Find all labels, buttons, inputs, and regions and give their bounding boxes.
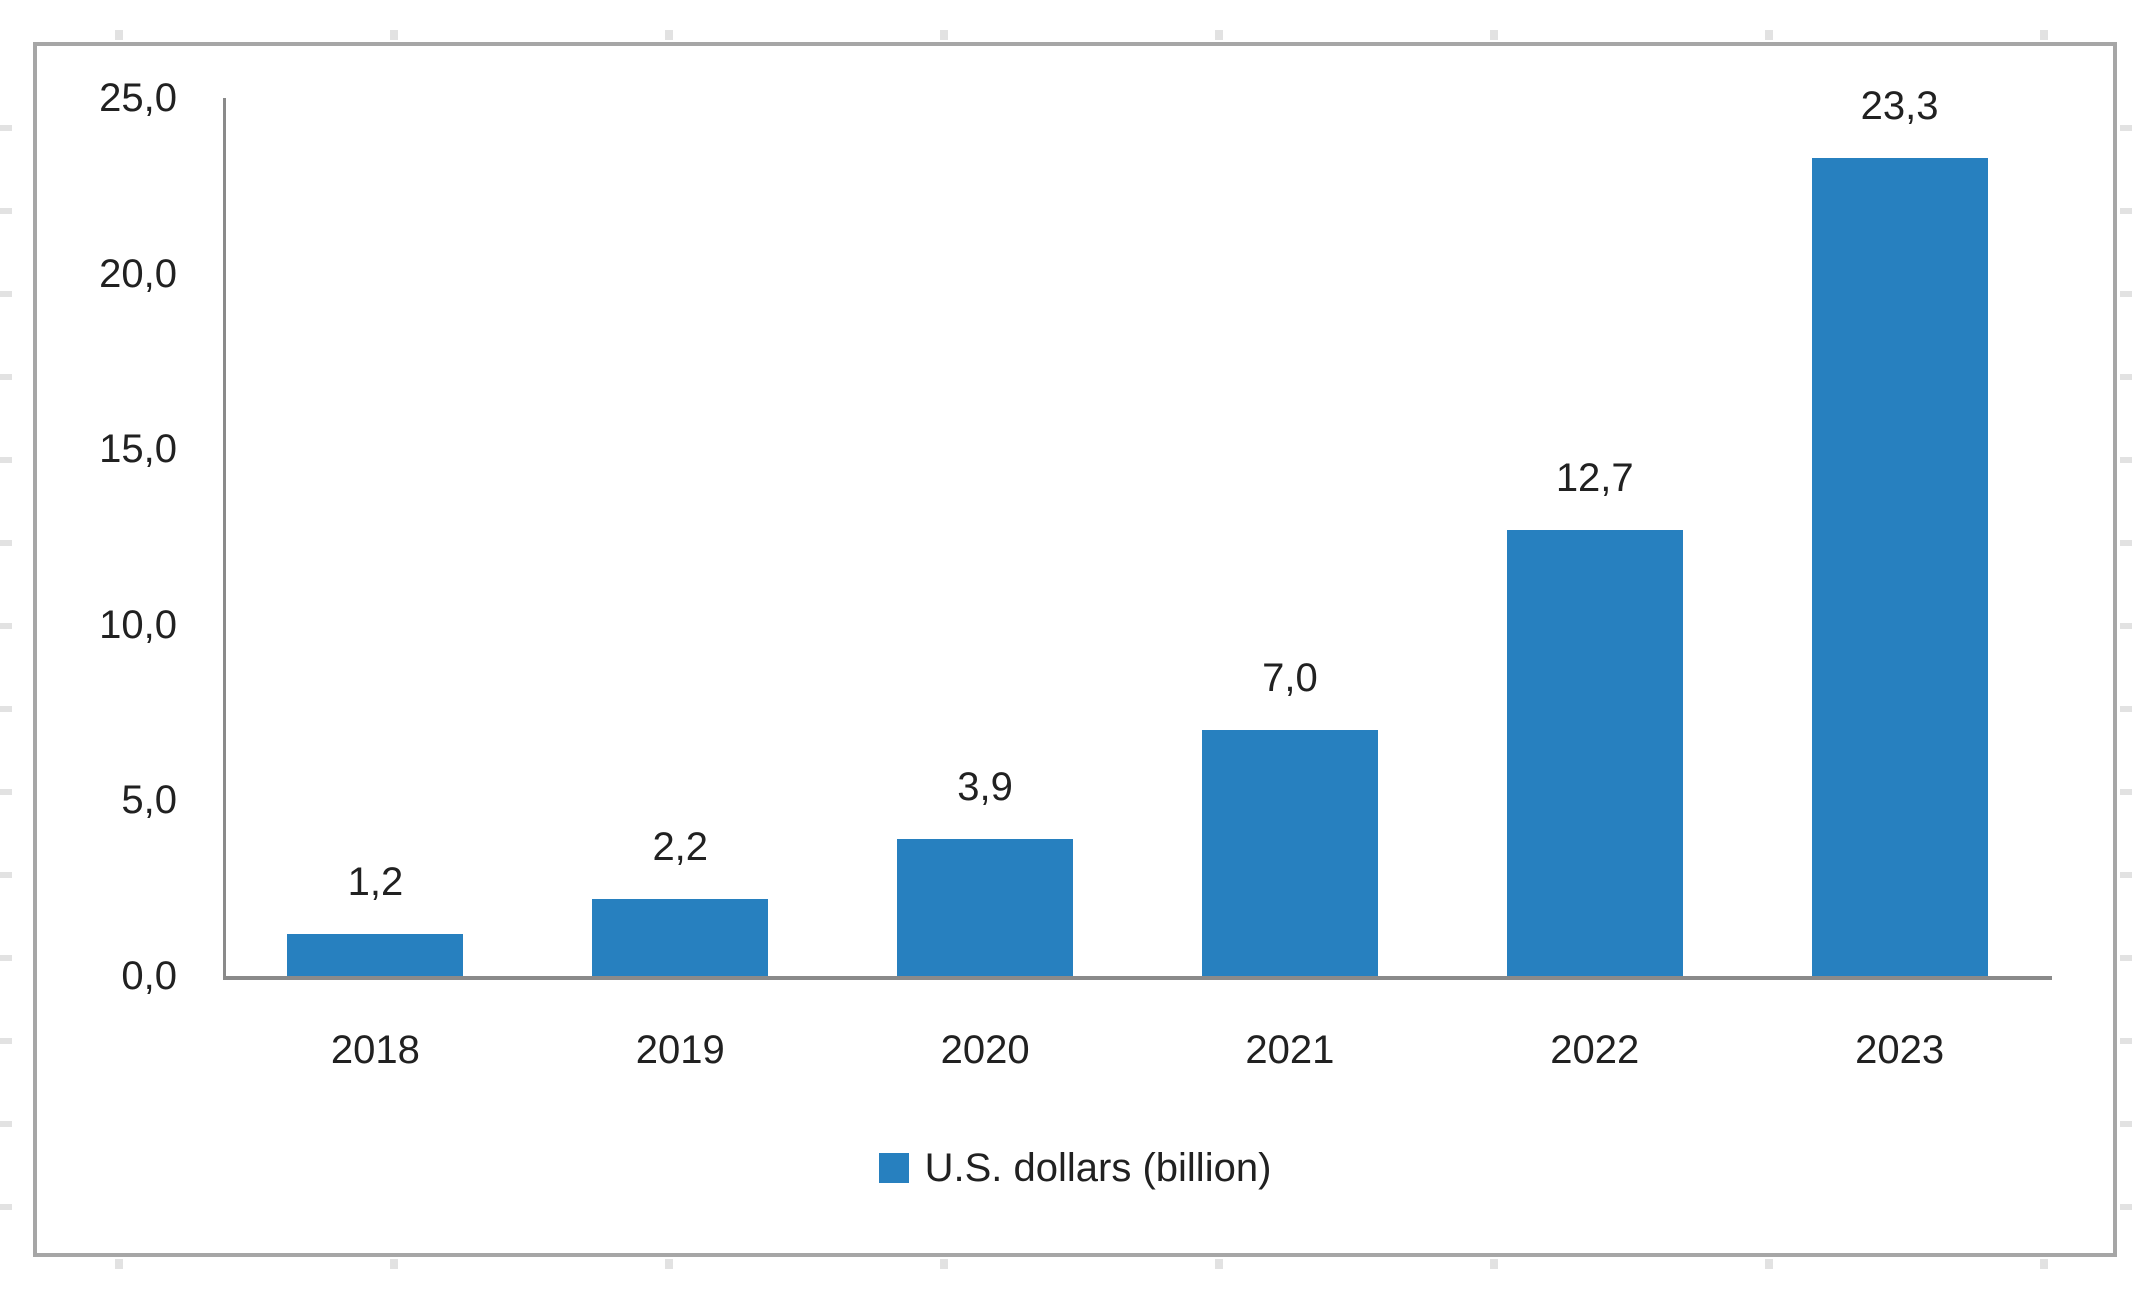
- grid-mark: [2120, 1204, 2132, 1210]
- legend: U.S. dollars (billion): [37, 1144, 2113, 1192]
- grid-mark: [2120, 1038, 2132, 1044]
- x-tick-label: 2023: [1855, 1028, 1945, 1072]
- x-tick-label: 2019: [635, 1028, 725, 1072]
- bar: [592, 898, 769, 976]
- grid-mark: [1215, 30, 1223, 40]
- grid-mark: [0, 374, 12, 380]
- bar: [1506, 529, 1683, 976]
- grid-mark: [2040, 1259, 2048, 1269]
- x-tick-label: 2020: [940, 1028, 1030, 1072]
- grid-mark: [0, 1038, 12, 1044]
- grid-mark: [2120, 706, 2132, 712]
- grid-mark: [1490, 1259, 1498, 1269]
- bar-value-label: 12,7: [1555, 455, 1634, 500]
- grid-mark: [0, 706, 12, 712]
- y-tick-label: 15,0: [99, 427, 177, 472]
- grid-mark: [2040, 30, 2048, 40]
- grid-mark: [0, 291, 12, 297]
- grid-mark: [2120, 291, 2132, 297]
- grid-mark: [940, 30, 948, 40]
- grid-mark: [0, 789, 12, 795]
- bar: [287, 933, 464, 976]
- grid-mark: [115, 30, 123, 40]
- grid-mark: [940, 1259, 948, 1269]
- x-tick-label: 2021: [1245, 1028, 1335, 1072]
- grid-mark: [0, 623, 12, 629]
- grid-mark: [115, 1259, 123, 1269]
- y-tick-label: 20,0: [99, 251, 177, 296]
- bar: [897, 839, 1074, 976]
- x-tick-label: 2022: [1550, 1028, 1640, 1072]
- grid-mark: [0, 457, 12, 463]
- grid-mark: [0, 872, 12, 878]
- grid-mark: [0, 955, 12, 961]
- grid-mark: [1765, 1259, 1773, 1269]
- grid-mark: [2120, 374, 2132, 380]
- bar-value-label: 23,3: [1860, 83, 1939, 128]
- grid-mark: [2120, 1121, 2132, 1127]
- bar: [1811, 157, 1988, 976]
- legend-swatch-icon: [878, 1153, 909, 1183]
- y-tick-label: 25,0: [99, 76, 177, 120]
- bar-value-label: 3,9: [957, 765, 1013, 810]
- y-axis-line: [223, 98, 226, 976]
- grid-mark: [1490, 30, 1498, 40]
- grid-mark: [0, 1121, 12, 1127]
- grid-mark: [665, 1259, 673, 1269]
- grid-mark: [0, 1204, 12, 1210]
- grid-mark: [2120, 208, 2132, 214]
- x-axis-line: [223, 976, 2052, 980]
- grid-mark: [2120, 457, 2132, 463]
- bar-value-label: 1,2: [347, 859, 404, 904]
- grid-mark: [1215, 1259, 1223, 1269]
- grid-mark: [2120, 125, 2132, 131]
- bar-value-label: 7,0: [1262, 656, 1318, 701]
- grid-mark: [390, 1259, 398, 1269]
- grid-mark: [2120, 623, 2132, 629]
- legend-label: U.S. dollars (billion): [924, 1146, 1272, 1190]
- bar-value-label: 2,2: [652, 824, 709, 869]
- grid-mark: [0, 540, 12, 546]
- bar: [1201, 730, 1378, 976]
- grid-mark: [2120, 872, 2132, 878]
- grid-mark: [2120, 789, 2132, 795]
- grid-mark: [2120, 540, 2132, 546]
- grid-mark: [0, 208, 12, 214]
- grid-mark: [1765, 30, 1773, 40]
- y-tick-label: 10,0: [99, 602, 177, 647]
- grid-mark: [665, 30, 673, 40]
- y-tick-label: 0,0: [121, 954, 177, 998]
- grid-mark: [0, 125, 12, 131]
- chart-frame: 0,0 5,0 10,0 15,0 20,0 25,0 1,2 2,2 3,9 7,0 12,7 2…: [33, 42, 2117, 1257]
- y-tick-label: 5,0: [121, 778, 177, 823]
- grid-mark: [390, 30, 398, 40]
- grid-mark: [2120, 955, 2132, 961]
- x-tick-label: 2018: [330, 1028, 420, 1072]
